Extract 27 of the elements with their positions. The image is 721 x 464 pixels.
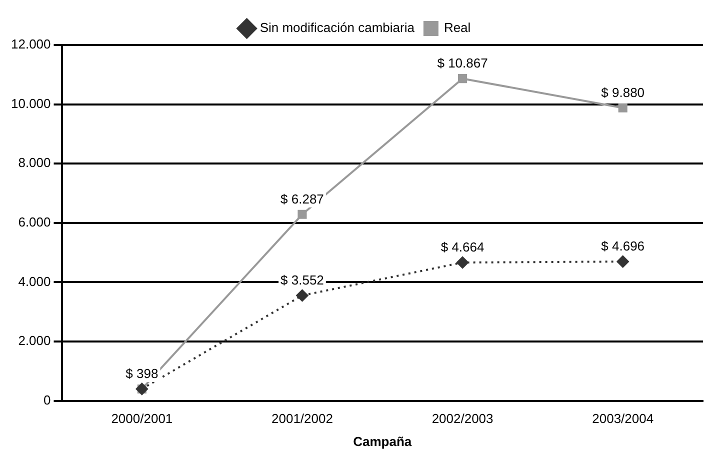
x-tick-label: 2002/2003 — [432, 411, 494, 426]
point — [616, 256, 629, 268]
y-tick-label: 2.000 — [18, 333, 51, 348]
data-label: $ 4.664 — [440, 240, 484, 255]
point — [456, 256, 469, 269]
point — [618, 103, 628, 112]
data-label: $ 3.552 — [280, 272, 324, 288]
point — [458, 74, 468, 84]
data-label: $ 9.880 — [601, 84, 645, 100]
x-tick-label: 2003/2004 — [592, 411, 654, 426]
y-tick-label: 10.000 — [10, 96, 51, 111]
data-label: $ 6.287 — [280, 191, 324, 206]
x-tick-label: 2001/2002 — [272, 411, 333, 426]
y-tick-label: 12.000 — [10, 36, 51, 52]
y-tick-label: 6.000 — [18, 214, 51, 230]
data-label: $ 4.696 — [601, 238, 645, 254]
point — [296, 289, 308, 302]
x-axis-title: Campaña — [353, 434, 412, 449]
y-tick-label: 4.000 — [18, 274, 51, 289]
legend-label: Real — [444, 20, 471, 36]
legend-label: Sin modificación cambiaria — [260, 20, 416, 36]
x-tick-label: 2000/2001 — [111, 411, 173, 426]
point — [298, 210, 307, 219]
y-tick-label: 8.000 — [18, 155, 51, 170]
data-label: $ 10.867 — [437, 56, 488, 71]
data-label: $ 398 — [126, 366, 158, 382]
y-tick-label: 0 — [44, 392, 51, 408]
